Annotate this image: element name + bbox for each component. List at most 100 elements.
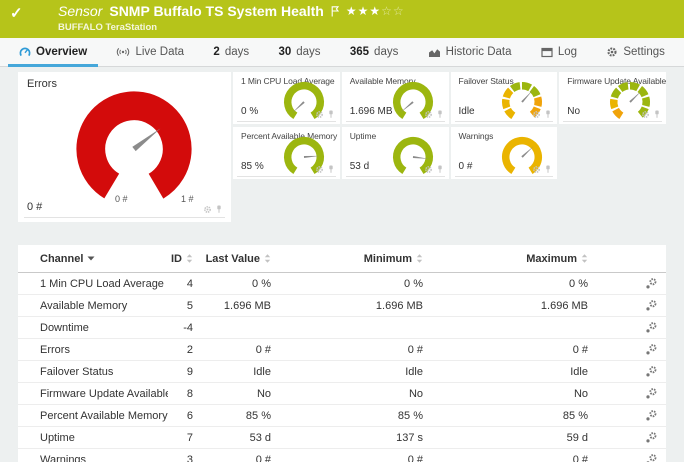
gauge-pin-button[interactable] — [436, 164, 444, 174]
column-header-id[interactable]: ID — [168, 253, 193, 265]
divider — [454, 176, 554, 177]
tab-historic-data[interactable]: Historic Data — [417, 38, 523, 66]
cell-id: 2 — [186, 343, 193, 356]
column-header-last-value[interactable]: Last Value — [193, 253, 271, 265]
cell-channel[interactable]: Percent Available Memory — [40, 409, 168, 422]
star-rating[interactable]: ★★★☆☆ — [346, 5, 405, 17]
cell-channel[interactable]: Failover Status — [40, 365, 114, 378]
tab-overview[interactable]: Overview — [8, 38, 99, 67]
column-header-minimum[interactable]: Minimum — [271, 253, 423, 265]
gauge-warnings: Warnings 0 # — [450, 127, 558, 179]
channel-settings-button[interactable] — [645, 277, 658, 290]
tab-label: Historic Data — [445, 46, 512, 58]
priority-flag-icon[interactable] — [331, 5, 339, 17]
flag-icon — [331, 5, 339, 16]
gauge-dial — [501, 136, 542, 178]
cell-last-value: 0 # — [255, 343, 271, 356]
gauge-dial — [610, 81, 651, 123]
gauge-pin-button[interactable] — [544, 164, 552, 174]
gear-icon — [607, 47, 617, 57]
cell-channel[interactable]: Uptime — [40, 431, 75, 444]
tab-2-days[interactable]: 2 days — [202, 38, 260, 66]
column-header-maximum[interactable]: Maximum — [423, 253, 588, 265]
gauge-1-min-cpu-load-average: 1 Min CPU Load Average 0 % — [233, 72, 340, 124]
gauge-settings-button[interactable] — [641, 110, 650, 119]
cell-id: 8 — [186, 387, 193, 400]
tab-30-days[interactable]: 30 days — [267, 38, 331, 66]
channel-settings-button[interactable] — [645, 343, 658, 356]
channel-settings-button[interactable] — [645, 387, 658, 400]
gauge-settings-button[interactable] — [203, 205, 212, 214]
gauge-settings-button[interactable] — [532, 110, 541, 119]
gauge-value: Idle — [458, 106, 475, 117]
gauge-uptime: Uptime 53 d — [341, 127, 449, 179]
cell-last-value: No — [256, 387, 271, 400]
cell-maximum: 0 % — [569, 277, 588, 290]
gauge-pin-button[interactable] — [544, 109, 552, 119]
gauge-value: 0 % — [241, 106, 259, 117]
gauge-dial — [76, 91, 192, 207]
channel-settings-button[interactable] — [645, 299, 658, 312]
channel-settings-button[interactable] — [645, 453, 658, 462]
stars-empty: ☆☆ — [381, 4, 405, 18]
status-check-icon: ✓ — [10, 5, 23, 22]
historic-data-icon — [428, 48, 440, 57]
gauge-settings-button[interactable] — [424, 165, 433, 174]
cell-maximum: 59 d — [566, 431, 588, 444]
tab-number: 30 — [278, 46, 292, 58]
column-header-channel[interactable]: Channel — [40, 253, 168, 265]
gear-icon — [424, 165, 432, 173]
divider — [237, 121, 336, 122]
cell-last-value: Idle — [253, 365, 271, 378]
live-data-icon — [117, 48, 130, 56]
pin-icon — [329, 110, 333, 118]
gauge-settings-button[interactable] — [315, 110, 324, 119]
gear-icon — [533, 110, 541, 118]
gauge-pin-button[interactable] — [327, 164, 335, 174]
gauge-available-memory: Available Memory 1.696 MB — [341, 72, 449, 124]
channel-settings-button[interactable] — [645, 321, 658, 334]
gauge-settings-button[interactable] — [424, 110, 433, 119]
gear-icon — [315, 110, 323, 118]
channel-settings-button[interactable] — [645, 409, 658, 422]
cell-minimum: 85 % — [397, 409, 423, 422]
cell-channel[interactable]: Downtime — [40, 321, 89, 334]
cell-maximum: No — [573, 387, 588, 400]
gear-icon — [315, 165, 323, 173]
tab-label: days — [374, 46, 399, 58]
channel-settings-button[interactable] — [645, 365, 658, 378]
gauge-title: Percent Available Memory — [241, 131, 338, 141]
sensor-header: ✓ Sensor SNMP Buffalo TS System Health ★… — [0, 0, 684, 38]
gauge-pin-button[interactable] — [653, 109, 661, 119]
cell-channel[interactable]: Warnings — [40, 453, 87, 462]
tab-label: days — [296, 46, 321, 58]
tab-bar: Overview Live Data 2 days 30 days 365 days Histo… — [0, 38, 684, 67]
table-row: Downtime -4 — [18, 317, 666, 339]
gauge-pin-button[interactable] — [327, 109, 335, 119]
tab-log[interactable]: Log — [530, 38, 588, 66]
table-row: Uptime 7 53 d 137 s 59 d — [18, 427, 666, 449]
cell-channel[interactable]: Errors — [40, 343, 70, 356]
pin-icon — [655, 110, 659, 118]
cell-maximum: 85 % — [562, 409, 588, 422]
gauge-pin-button[interactable] — [436, 109, 444, 119]
channel-settings-button[interactable] — [645, 431, 658, 444]
pin-icon — [546, 110, 550, 118]
pin-icon — [329, 165, 333, 173]
page-title: SNMP Buffalo TS System Health — [109, 3, 324, 19]
cell-channel[interactable]: 1 Min CPU Load Average — [40, 277, 164, 290]
gauge-actions — [203, 204, 223, 214]
table-row: Available Memory 5 1.696 MB 1.696 MB 1.696 M… — [18, 295, 666, 317]
channel-settings-icon — [646, 432, 657, 443]
cell-channel[interactable]: Available Memory — [40, 299, 128, 312]
cell-channel[interactable]: Firmware Update Available — [40, 387, 168, 400]
tab-settings[interactable]: Settings — [595, 38, 676, 66]
tab-live-data[interactable]: Live Data — [105, 38, 195, 66]
tab-365-days[interactable]: 365 days — [339, 38, 409, 66]
gauge-scale-min: 0 # — [115, 194, 128, 204]
gauge-pin-button[interactable] — [215, 204, 223, 214]
gauge-settings-button[interactable] — [532, 165, 541, 174]
channel-table: Channel ID Last Value Minimum Maximum 1 … — [18, 245, 666, 462]
gear-icon — [204, 205, 211, 213]
gauge-settings-button[interactable] — [315, 165, 324, 174]
